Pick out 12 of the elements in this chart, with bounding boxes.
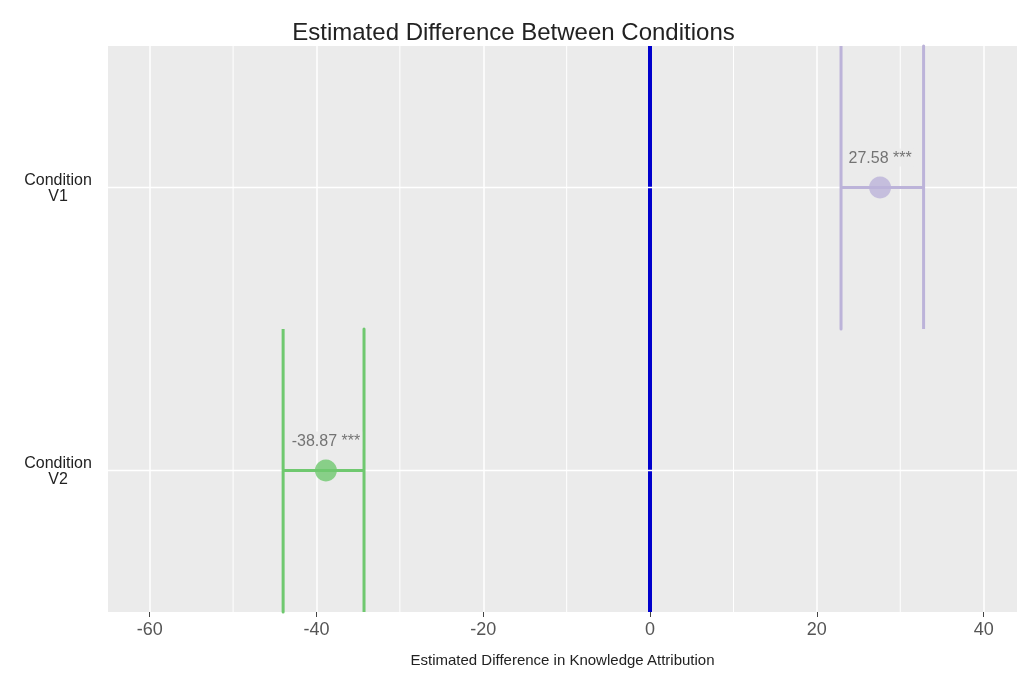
- x-tick-label: 40: [973, 619, 994, 639]
- chart-title: Estimated Difference Between Conditions: [292, 17, 735, 45]
- x-tick-label: -40: [303, 619, 330, 639]
- x-tick-label: -60: [136, 619, 163, 639]
- y-tick-label: Condition V1: [24, 171, 92, 204]
- x-tick-label: 20: [806, 619, 827, 639]
- x-tick-label: 0: [645, 619, 656, 639]
- data-label: -38.87 ***: [291, 432, 361, 449]
- x-tick-label: -20: [470, 619, 497, 639]
- y-tick-label: Condition V2: [24, 454, 92, 487]
- data-label: 27.58 ***: [848, 149, 912, 166]
- x-axis-title: Estimated Difference in Knowledge Attribution: [410, 651, 715, 668]
